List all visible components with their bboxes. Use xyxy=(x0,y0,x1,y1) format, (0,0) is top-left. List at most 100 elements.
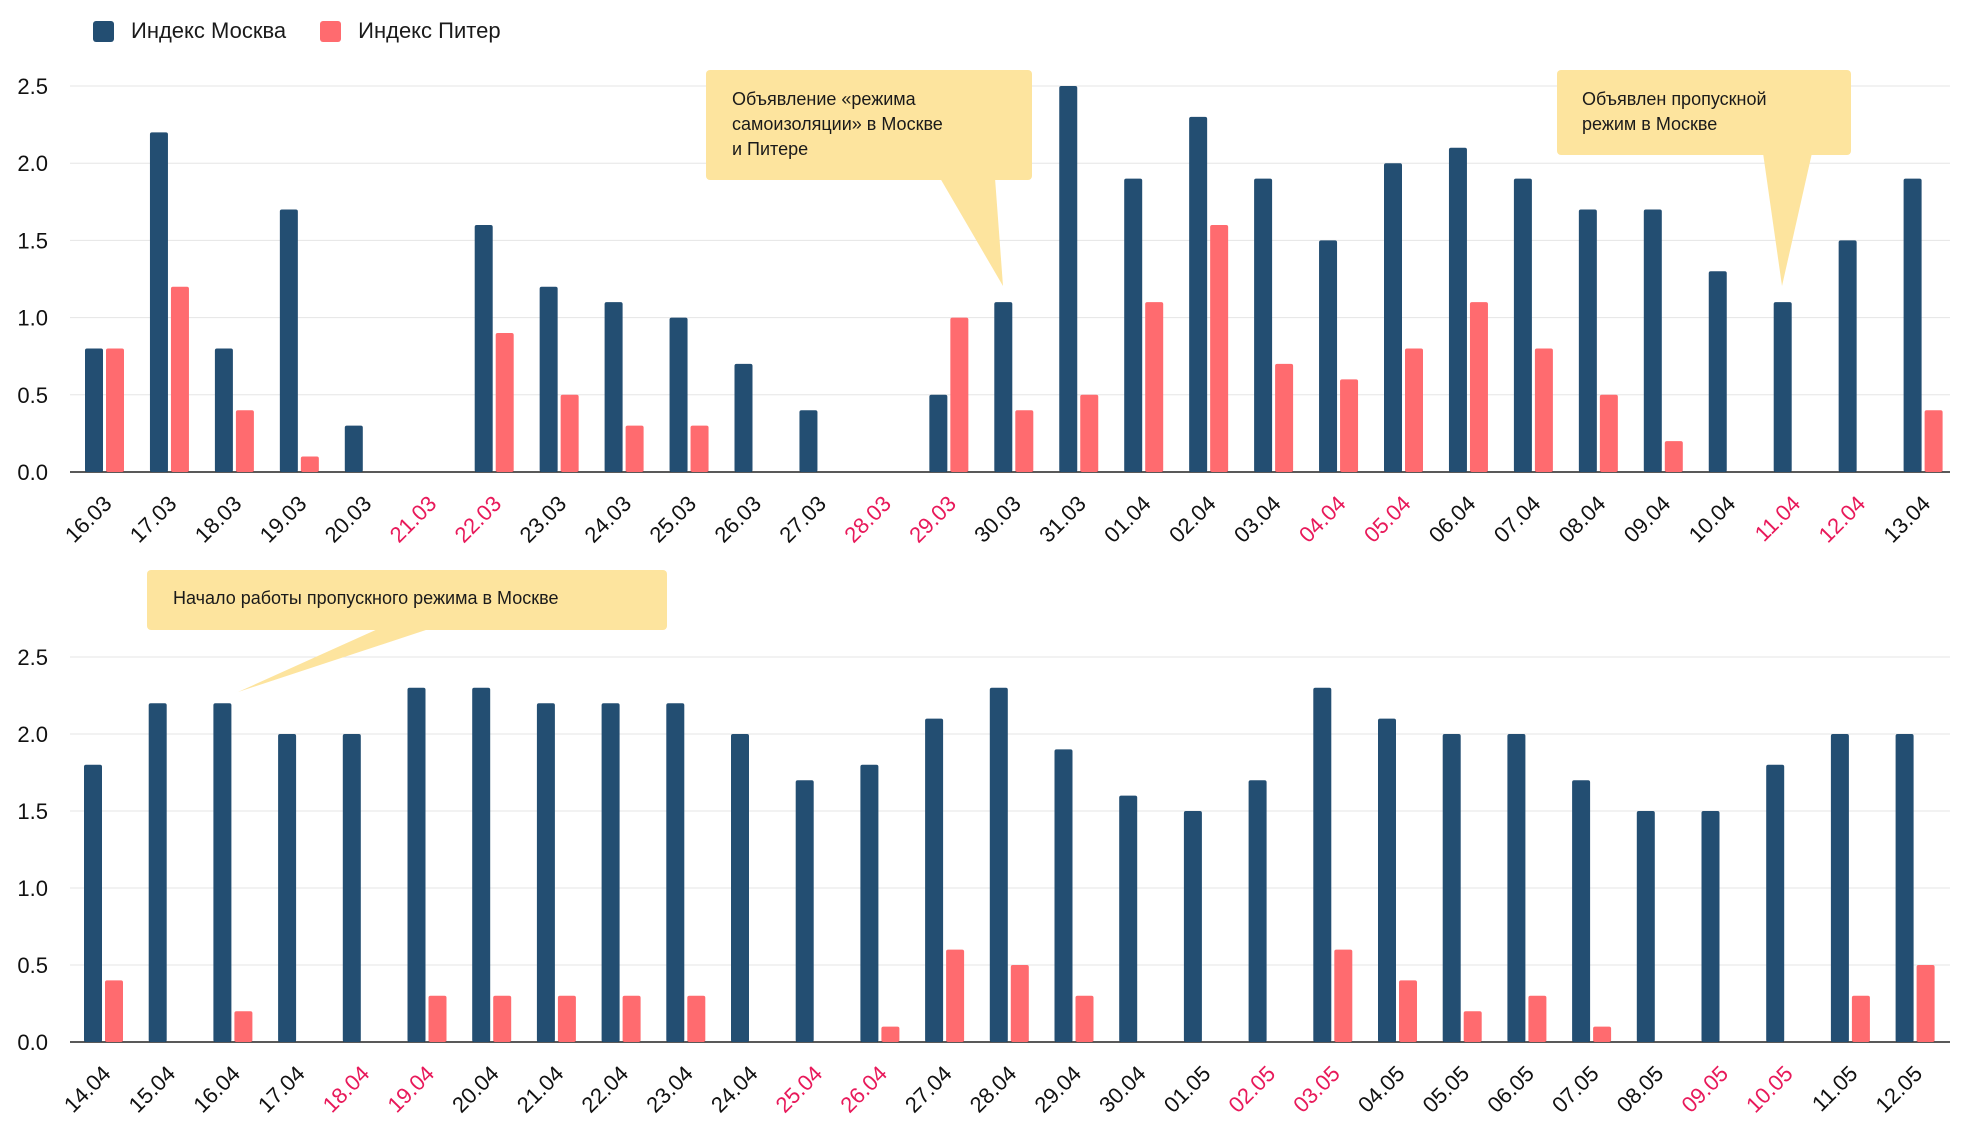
chart2-bar-moscow xyxy=(84,764,102,1042)
chart1-bar-moscow xyxy=(1578,209,1597,472)
chart1-ytick-label: 0.5 xyxy=(17,383,48,408)
chart2-xtick-label: 02.05 xyxy=(1224,1061,1281,1118)
chart2-bar-moscow xyxy=(1378,718,1396,1042)
chart2-bar-moscow xyxy=(1054,749,1073,1042)
legend-label-moscow: Индекс Москва xyxy=(131,18,287,43)
chart2-bar-moscow xyxy=(860,764,879,1042)
chart2-bar-moscow xyxy=(342,734,361,1042)
chart1-xtick-label: 21.03 xyxy=(385,491,442,548)
chart1-bar-piter xyxy=(1405,348,1423,472)
chart1-bar-moscow xyxy=(85,348,103,472)
chart2-xtick-label: 09.05 xyxy=(1676,1061,1733,1118)
chart1-bar-moscow xyxy=(474,224,493,472)
chart2-xtick-label: 15.04 xyxy=(124,1061,181,1118)
legend-swatch-moscow xyxy=(93,20,114,42)
chart1-bar-piter xyxy=(560,394,579,472)
callout-self-isolation: Объявление «режима самоизоляции» в Москв… xyxy=(706,70,1032,180)
chart1-bar-piter xyxy=(300,456,319,472)
chart2-xtick-label: 03.05 xyxy=(1288,1061,1345,1118)
chart2-bar-piter xyxy=(1399,980,1417,1042)
chart2-bar-moscow xyxy=(1313,687,1332,1042)
chart2-xtick-label: 08.05 xyxy=(1612,1061,1669,1118)
chart1-bar-moscow xyxy=(1708,271,1727,472)
chart1-xtick-label: 25.03 xyxy=(644,491,701,548)
legend-item-piter[interactable]: Индекс Питер xyxy=(320,18,501,44)
legend-item-moscow[interactable]: Индекс Москва xyxy=(93,18,286,44)
chart1-xtick-label: 07.04 xyxy=(1489,491,1546,548)
chart1-bar-piter xyxy=(1015,410,1034,472)
chart1-bar-moscow xyxy=(1773,302,1792,472)
chart1-bar-piter xyxy=(1210,224,1229,472)
chart2-xtick-label: 29.04 xyxy=(1029,1061,1086,1118)
chart2-ytick-label: 2.5 xyxy=(17,645,48,670)
chart1-bar-piter xyxy=(690,425,709,472)
chart1-bar-moscow xyxy=(669,317,688,472)
chart1-xtick-label: 08.04 xyxy=(1554,491,1611,548)
chart2-bar-moscow xyxy=(1507,734,1526,1042)
chart2-bar-piter xyxy=(1075,995,1094,1042)
chart2-bar-piter xyxy=(1593,1026,1612,1042)
chart1-bar-moscow xyxy=(1643,209,1662,472)
chart1-bar-piter xyxy=(950,317,969,472)
chart1-xtick-label: 24.03 xyxy=(580,491,637,548)
chart2-bar-moscow xyxy=(925,718,944,1042)
chart2-bar-piter xyxy=(557,995,576,1042)
chart2-xtick-label: 23.04 xyxy=(641,1061,698,1118)
chart1-bar-moscow xyxy=(344,425,363,472)
callout-pass-regime-start-pointer xyxy=(238,628,432,692)
chart2-bar-piter xyxy=(428,995,447,1042)
chart2-bar-moscow xyxy=(1442,734,1461,1042)
chart1-xtick-label: 29.03 xyxy=(904,491,961,548)
chart2-bar-piter xyxy=(1334,949,1353,1042)
chart1-bar-moscow xyxy=(994,302,1013,472)
chart1-bar-moscow xyxy=(1189,116,1208,472)
chart2-bar-moscow xyxy=(1119,795,1138,1042)
chart1-xtick-label: 06.04 xyxy=(1424,491,1481,548)
chart2-xtick-label: 30.04 xyxy=(1094,1061,1151,1118)
chart2-bar-moscow xyxy=(1248,780,1267,1042)
chart2-xtick-label: 22.04 xyxy=(577,1061,634,1118)
chart2-bar-moscow xyxy=(731,734,749,1042)
chart2-xtick-label: 05.05 xyxy=(1418,1061,1475,1118)
chart1-xtick-label: 12.04 xyxy=(1814,491,1871,548)
chart2-xtick-label: 01.05 xyxy=(1159,1061,1216,1118)
chart1-xtick-label: 30.03 xyxy=(969,491,1026,548)
legend-label-piter: Индекс Питер xyxy=(358,18,501,43)
chart2-xtick-label: 12.05 xyxy=(1871,1061,1928,1118)
chart1-bar-moscow xyxy=(1254,178,1273,472)
chart2-bar-moscow xyxy=(1183,811,1202,1042)
chart2-ytick-label: 0.0 xyxy=(17,1030,48,1055)
chart2-ytick-label: 0.5 xyxy=(17,953,48,978)
chart1-xtick-label: 11.04 xyxy=(1750,491,1805,546)
chart2-bar-moscow xyxy=(1895,734,1914,1042)
chart2-bar-moscow xyxy=(1830,734,1849,1042)
chart2-xtick-label: 19.04 xyxy=(382,1061,439,1118)
chart2-ytick-label: 1.0 xyxy=(17,876,48,901)
chart2-bar-moscow xyxy=(1701,811,1720,1042)
chart2-xtick-label: 28.04 xyxy=(965,1061,1022,1118)
chart2-xtick-label: 11.05 xyxy=(1807,1061,1862,1116)
chart1-bar-moscow xyxy=(1448,147,1467,472)
chart1-bar-moscow xyxy=(1124,178,1143,472)
chart2-bar-piter xyxy=(1851,995,1870,1042)
chart2-xtick-label: 10.05 xyxy=(1741,1061,1798,1118)
chart1-xtick-label: 19.03 xyxy=(255,491,312,548)
chart1-xtick-label: 20.03 xyxy=(320,491,377,548)
chart2-bar-piter xyxy=(1010,965,1029,1042)
chart2-bar-moscow xyxy=(795,780,814,1042)
chart1-bar-piter xyxy=(625,425,644,472)
chart2-xtick-label: 07.05 xyxy=(1547,1061,1604,1118)
chart2-bar-piter xyxy=(1528,995,1547,1042)
legend-swatch-piter xyxy=(320,20,342,42)
chart2-bar-piter xyxy=(881,1026,900,1042)
chart2-bar-piter xyxy=(105,980,123,1042)
chart1-ytick-label: 0.0 xyxy=(17,460,48,485)
chart1-xtick-label: 17.03 xyxy=(125,491,182,548)
chart1-bar-piter xyxy=(1340,379,1359,472)
chart2-xtick-label: 21.04 xyxy=(512,1061,569,1118)
chart2-xtick-label: 27.04 xyxy=(900,1061,957,1118)
chart1-bar-moscow xyxy=(214,348,233,472)
chart2-xtick-label: 18.04 xyxy=(318,1061,375,1118)
